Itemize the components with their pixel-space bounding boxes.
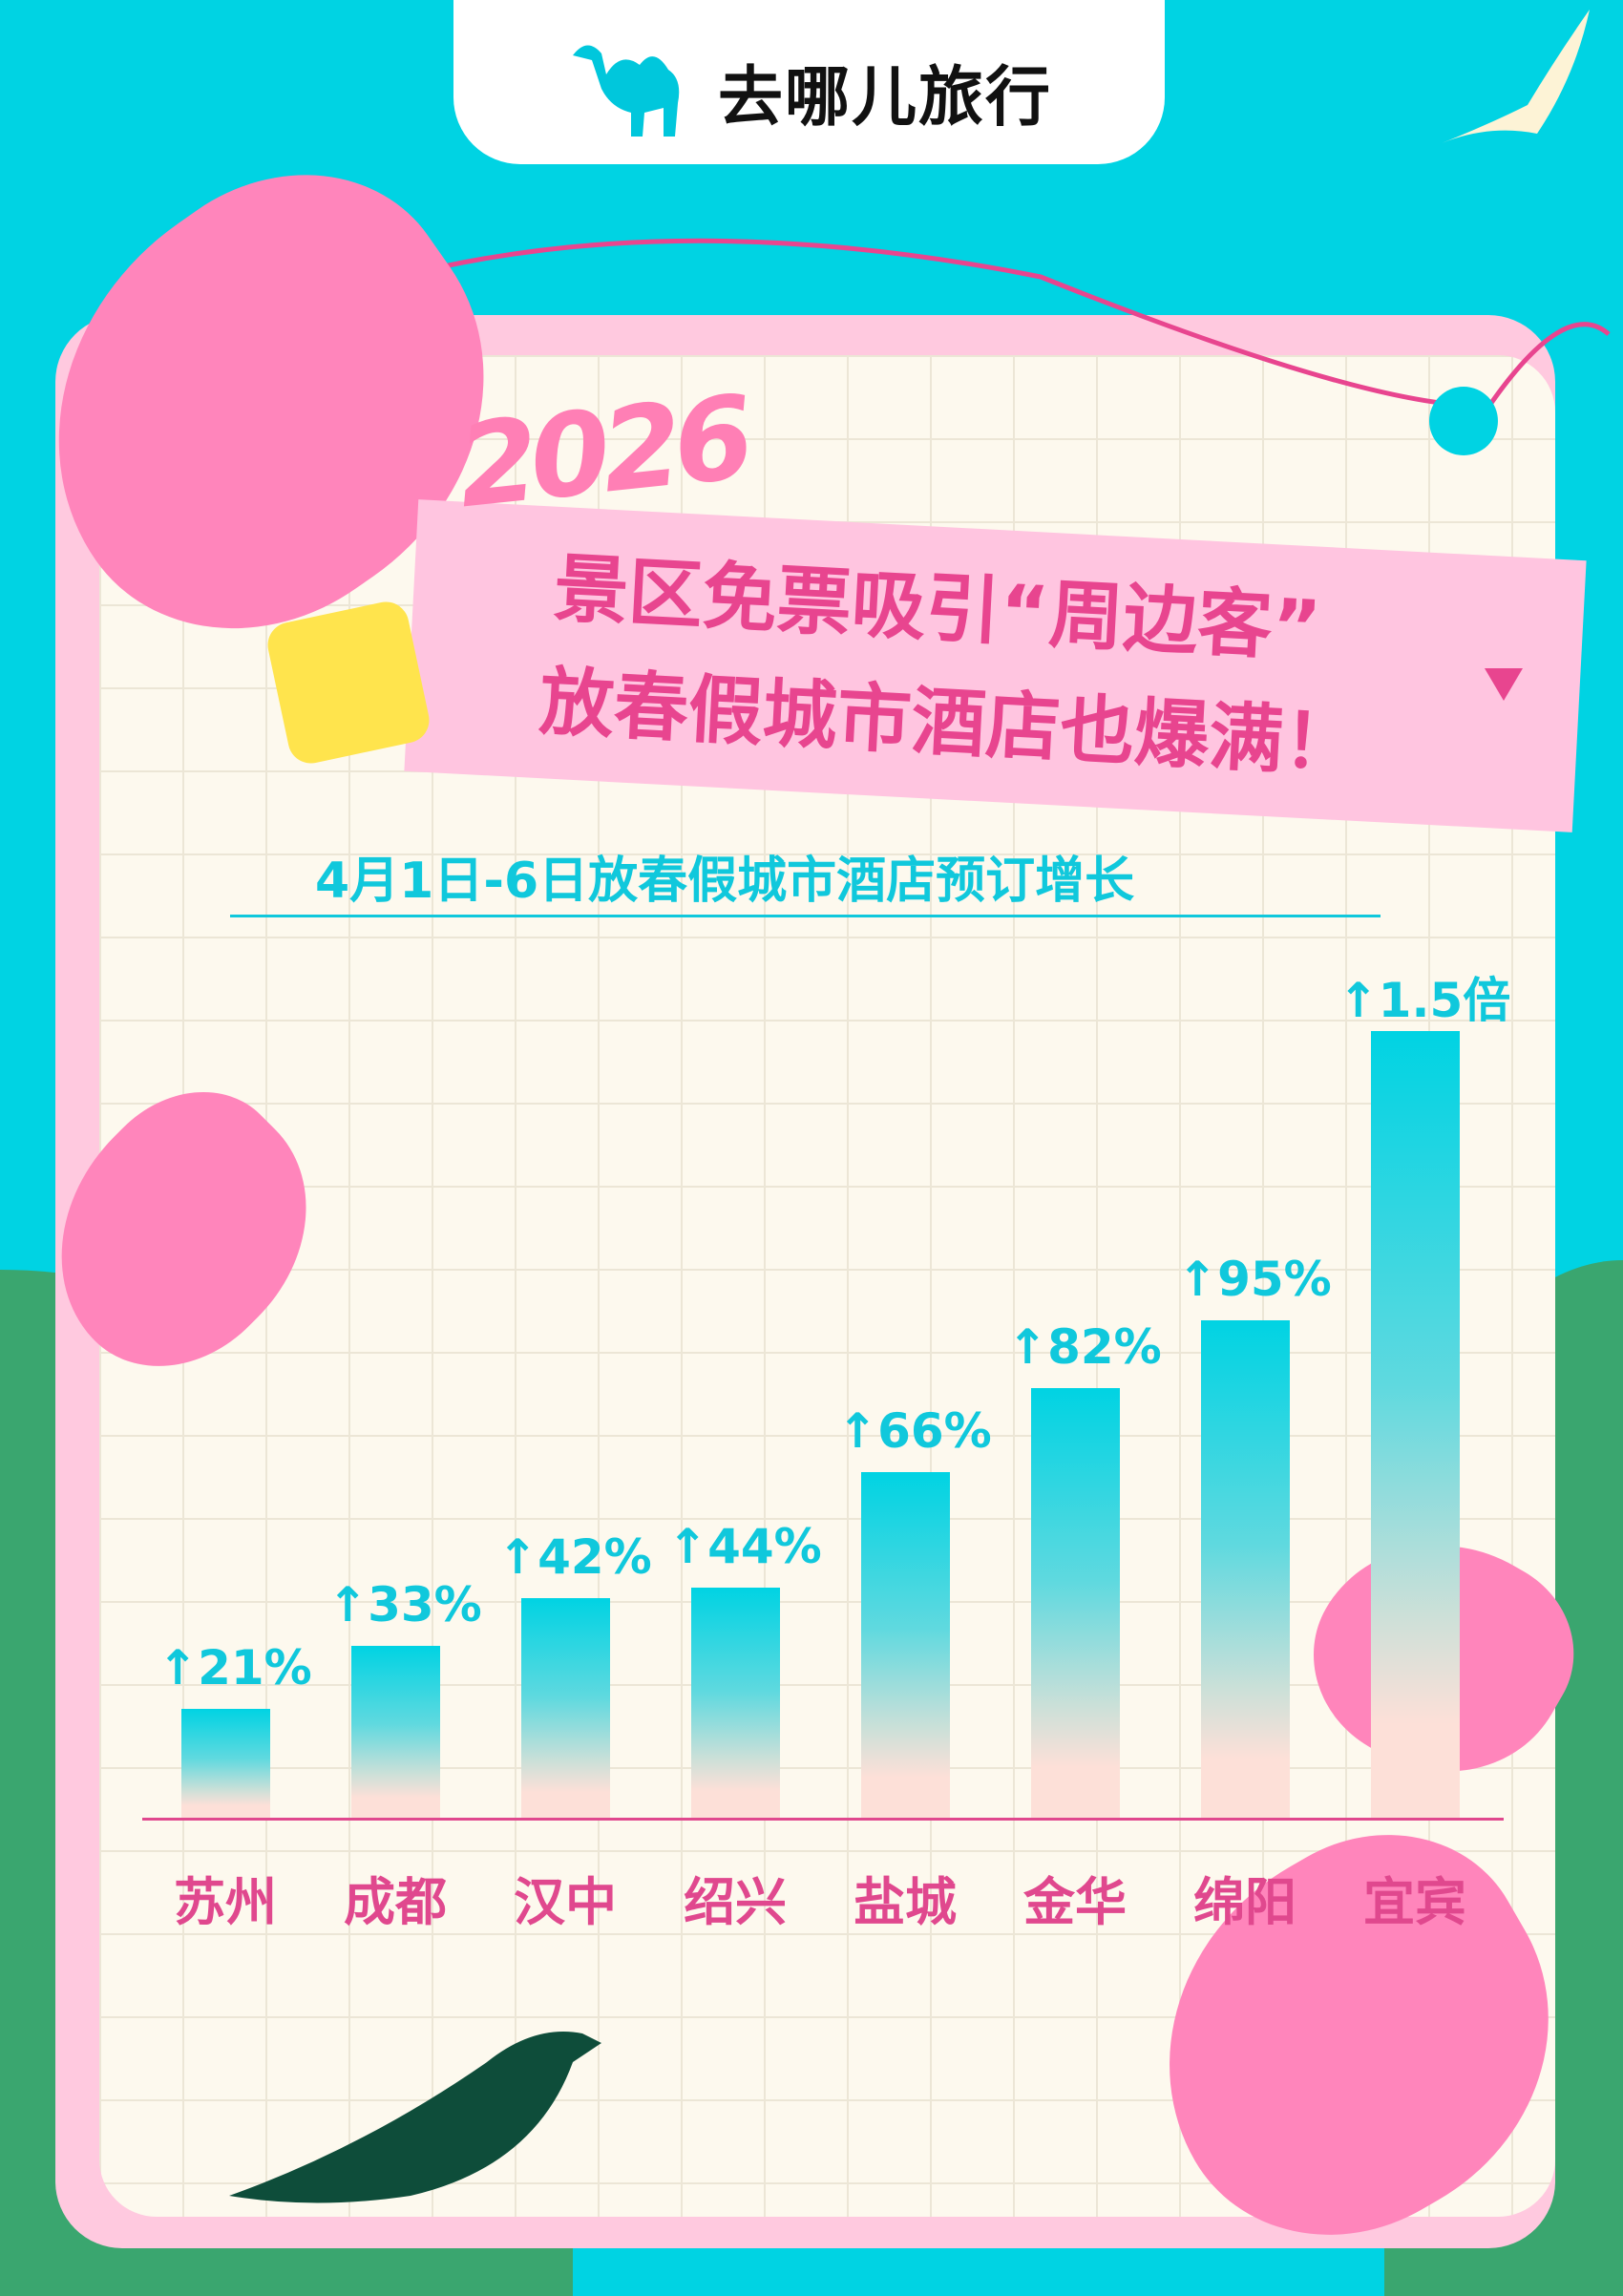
logo-tab <box>453 0 1165 164</box>
category-label: 成都 <box>344 1872 447 1932</box>
bar-5 <box>1031 1388 1120 1819</box>
triangle-icon <box>1485 668 1523 701</box>
category-label: 宜宾 <box>1363 1872 1466 1932</box>
bar-0 <box>181 1708 270 1819</box>
data-label: ↑33% <box>327 1576 482 1632</box>
category-label: 汉中 <box>514 1872 617 1932</box>
bar-4 <box>861 1472 950 1819</box>
bar-7 <box>1371 1031 1460 1819</box>
camel-logo-icon <box>573 45 680 137</box>
blackbird-icon <box>229 2032 601 2203</box>
chart-title: 4月1日-6日放春假城市酒店预订增长 <box>315 853 1135 910</box>
category-label: 绵阳 <box>1193 1872 1296 1932</box>
data-label: ↑1.5倍 <box>1338 973 1511 1028</box>
data-label: ↑21% <box>158 1639 312 1696</box>
bar-1 <box>351 1645 440 1819</box>
category-label: 盐城 <box>854 1872 957 1932</box>
category-label: 金华 <box>1023 1872 1127 1932</box>
bar-6 <box>1201 1319 1290 1819</box>
bird-icon <box>1442 10 1590 143</box>
category-label: 苏州 <box>174 1872 277 1932</box>
data-label: ↑82% <box>1007 1319 1162 1375</box>
logo-text: 去哪儿旅行 <box>718 60 1053 136</box>
data-label: ↑95% <box>1177 1251 1332 1307</box>
data-label: ↑42% <box>497 1529 652 1585</box>
chart-baseline <box>142 1818 1504 1821</box>
cyan-dot <box>1429 387 1498 455</box>
data-label: ↑44% <box>667 1519 822 1574</box>
category-label: 绍兴 <box>684 1872 787 1932</box>
chart-title-underline <box>230 915 1381 917</box>
bar-3 <box>691 1588 780 1819</box>
bar-2 <box>521 1598 610 1819</box>
pink-string-decoration <box>438 238 1611 409</box>
data-label: ↑66% <box>837 1403 992 1459</box>
palm-sticker-icon <box>263 598 433 768</box>
